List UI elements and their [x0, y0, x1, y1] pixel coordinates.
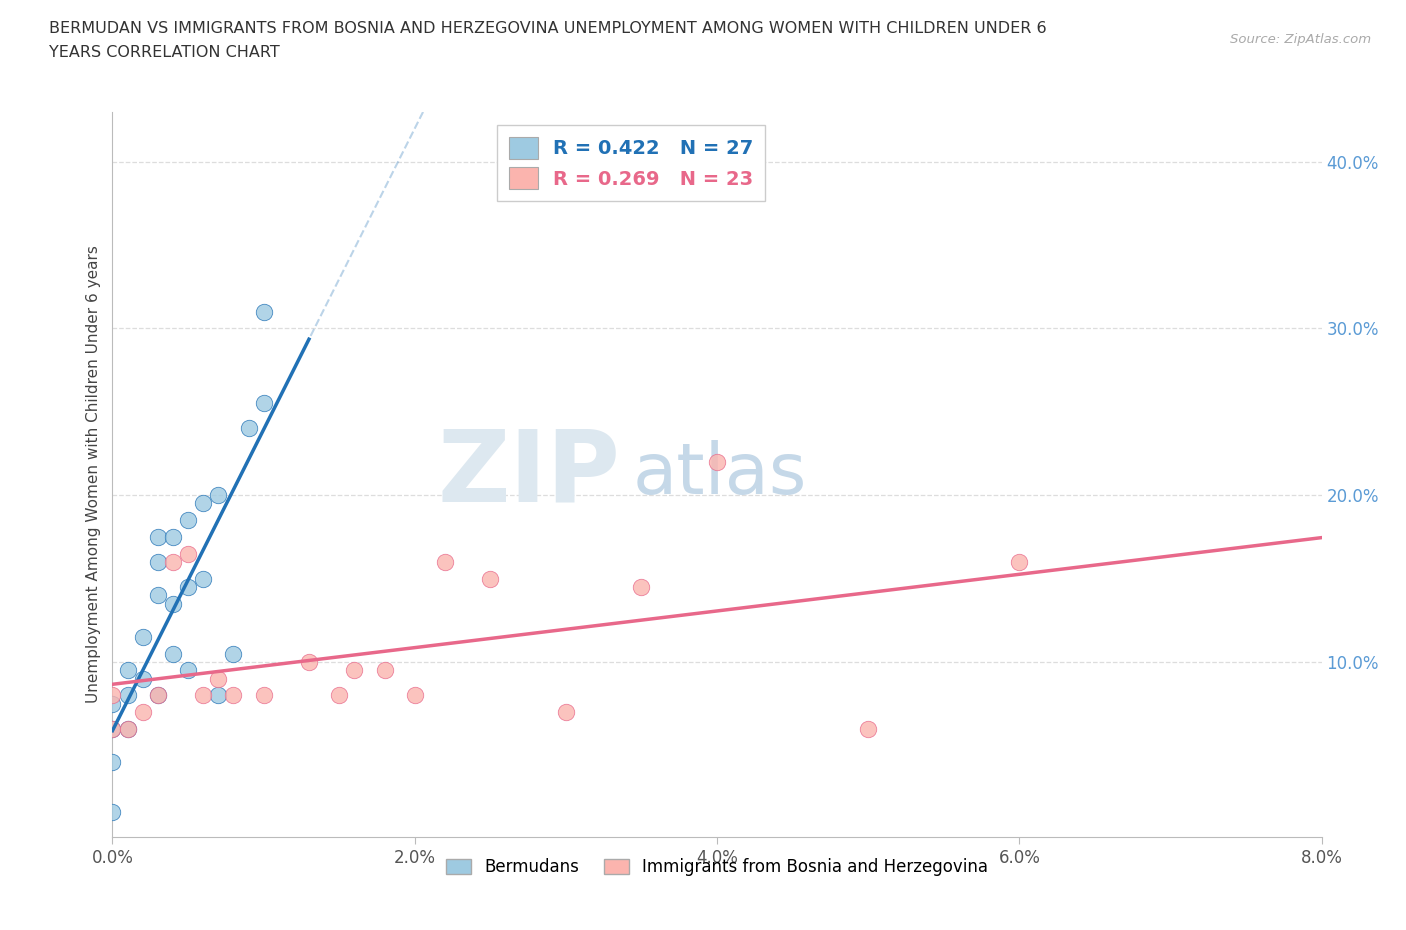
- Point: [479, 571, 502, 586]
- Y-axis label: Unemployment Among Women with Children Under 6 years: Unemployment Among Women with Children U…: [86, 246, 101, 703]
- Point: [253, 304, 276, 319]
- Legend: Bermudans, Immigrants from Bosnia and Herzegovina: Bermudans, Immigrants from Bosnia and He…: [439, 852, 995, 883]
- Point: [146, 588, 169, 603]
- Point: [191, 496, 215, 511]
- Point: [433, 554, 456, 569]
- Point: [146, 688, 169, 703]
- Point: [222, 646, 245, 661]
- Point: [132, 705, 155, 720]
- Point: [146, 688, 169, 703]
- Point: [1008, 554, 1031, 569]
- Point: [101, 688, 124, 703]
- Point: [177, 579, 200, 594]
- Point: [101, 721, 124, 736]
- Text: BERMUDAN VS IMMIGRANTS FROM BOSNIA AND HERZEGOVINA UNEMPLOYMENT AMONG WOMEN WITH: BERMUDAN VS IMMIGRANTS FROM BOSNIA AND H…: [49, 21, 1047, 36]
- Point: [238, 421, 260, 436]
- Point: [177, 663, 200, 678]
- Point: [117, 721, 139, 736]
- Point: [298, 655, 321, 670]
- Text: YEARS CORRELATION CHART: YEARS CORRELATION CHART: [49, 45, 280, 60]
- Point: [630, 579, 652, 594]
- Point: [162, 596, 184, 611]
- Point: [101, 697, 124, 711]
- Text: ZIP: ZIP: [437, 426, 620, 523]
- Point: [191, 571, 215, 586]
- Point: [554, 705, 576, 720]
- Point: [132, 671, 155, 686]
- Point: [117, 663, 139, 678]
- Point: [146, 529, 169, 544]
- Point: [222, 688, 245, 703]
- Point: [162, 646, 184, 661]
- Point: [343, 663, 366, 678]
- Point: [101, 804, 124, 819]
- Point: [117, 688, 139, 703]
- Point: [191, 688, 215, 703]
- Point: [162, 529, 184, 544]
- Point: [132, 630, 155, 644]
- Point: [207, 671, 229, 686]
- Point: [101, 721, 124, 736]
- Point: [373, 663, 396, 678]
- Point: [177, 512, 200, 527]
- Point: [207, 487, 229, 502]
- Point: [177, 546, 200, 561]
- Point: [101, 754, 124, 769]
- Point: [328, 688, 350, 703]
- Point: [253, 396, 276, 411]
- Text: Source: ZipAtlas.com: Source: ZipAtlas.com: [1230, 33, 1371, 46]
- Point: [404, 688, 426, 703]
- Point: [162, 554, 184, 569]
- Point: [146, 554, 169, 569]
- Point: [706, 455, 728, 470]
- Point: [207, 688, 229, 703]
- Text: atlas: atlas: [633, 440, 807, 509]
- Point: [856, 721, 880, 736]
- Point: [117, 721, 139, 736]
- Point: [253, 688, 276, 703]
